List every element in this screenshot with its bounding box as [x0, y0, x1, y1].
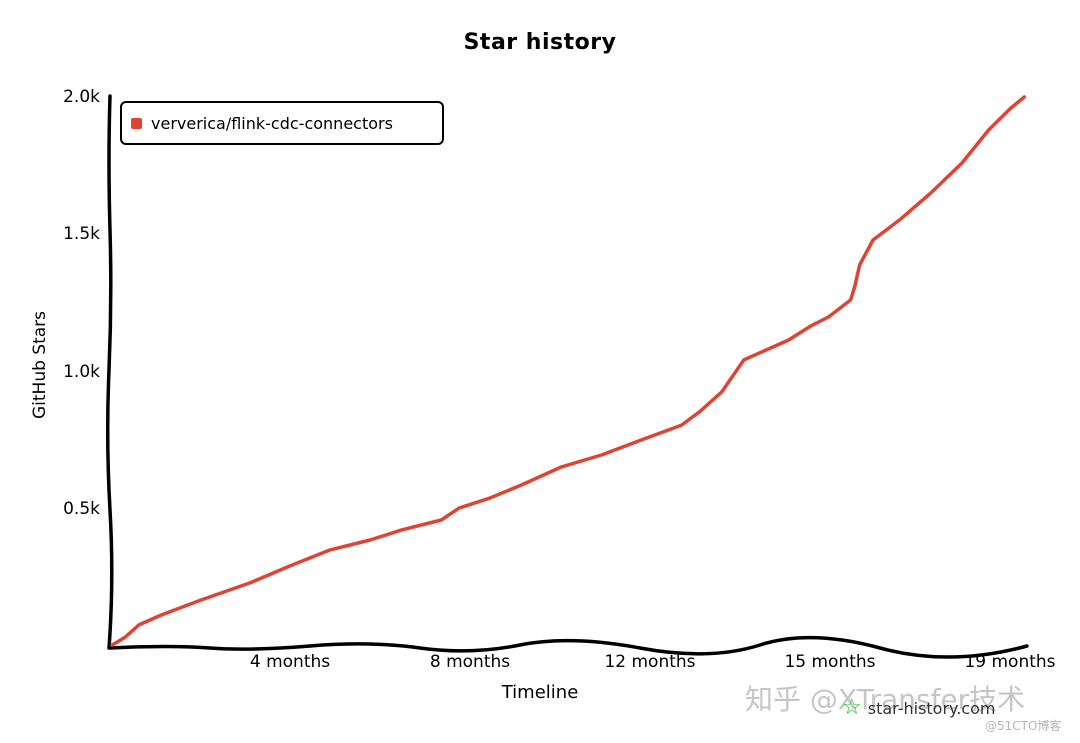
y-tick-2.0k: 2.0k	[63, 87, 100, 107]
x-tick-4-months: 4 months	[249, 652, 331, 672]
x-axis-line	[108, 635, 1029, 659]
legend-swatch-icon	[131, 117, 142, 129]
star-history-credit: ☆ star-history.com	[842, 697, 995, 719]
x-tick-19-months: 19 months	[964, 652, 1056, 672]
x-tick-12-months: 12 months	[604, 652, 696, 672]
credit-text: star-history.com	[867, 698, 996, 718]
chart-title: Star history	[463, 30, 617, 55]
star-icon: ☆	[842, 695, 862, 720]
x-tick-15-months: 15 months	[784, 652, 876, 672]
y-tick-0.5k: 0.5k	[63, 499, 100, 519]
legend: ververica/flink-cdc-connectors	[120, 101, 444, 145]
watermark-51cto: @51CTO博客	[985, 719, 1062, 733]
series-line-flink-cdc-connectors	[110, 95, 1027, 647]
y-tick-1.5k: 1.5k	[63, 224, 100, 244]
legend-label: ververica/flink-cdc-connectors	[151, 113, 393, 133]
y-axis-line	[105, 94, 114, 650]
x-tick-8-months: 8 months	[429, 652, 511, 672]
y-tick-1.0k: 1.0k	[63, 362, 100, 382]
x-axis-label: Timeline	[501, 682, 579, 703]
watermark-text: 知乎 @XTransfer技术	[745, 683, 1026, 716]
